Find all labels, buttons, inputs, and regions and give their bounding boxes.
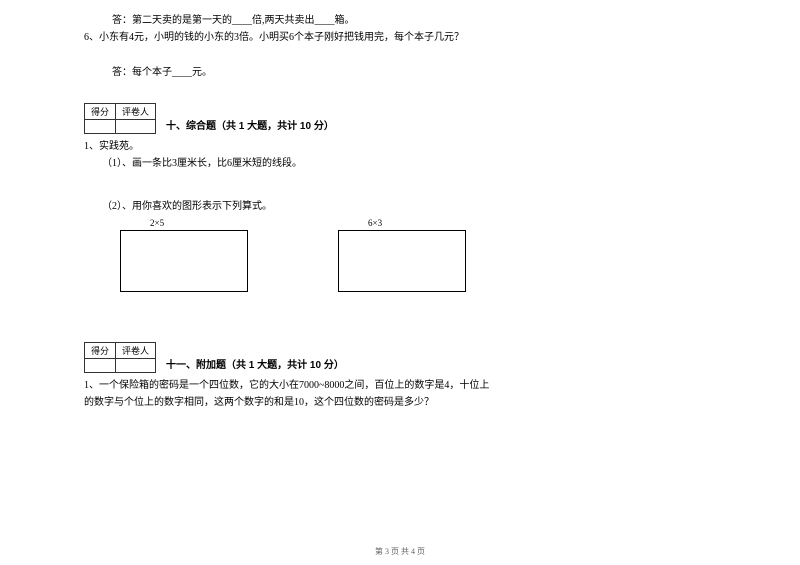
- score-box-10: 得分 评卷人: [84, 103, 156, 134]
- s10-q1: 1、实践苑。: [84, 138, 716, 155]
- shape-left-label: 2×5: [120, 218, 164, 228]
- grader-cell: [116, 120, 156, 134]
- score-header-right: 评卷人: [116, 104, 156, 120]
- score-box-11: 得分 评卷人: [84, 342, 156, 373]
- s11-q1-b: 的数字与个位上的数字相同，这两个数字的和是10，这个四位数的密码是多少？: [84, 394, 716, 411]
- shape-left-wrap: 2×5: [120, 218, 248, 292]
- grader-cell-11: [116, 359, 156, 373]
- shape-right-wrap: 6×3: [338, 218, 466, 292]
- s11-q1-a: 1、一个保险箱的密码是一个四位数，它的大小在7000~8000之间，百位上的数字…: [84, 377, 716, 394]
- section-10-header: 得分 评卷人 十、综合题（共 1 大题，共计 10 分）: [84, 81, 716, 134]
- shape-right-box: [338, 230, 466, 292]
- score-cell: [85, 120, 116, 134]
- shape-left-box: [120, 230, 248, 292]
- section-10-title: 十、综合题（共 1 大题，共计 10 分）: [166, 117, 334, 134]
- s10-q1-1: （1）、画一条比3厘米长，比6厘米短的线段。: [84, 155, 716, 172]
- score-header-right-11: 评卷人: [116, 343, 156, 359]
- score-header-left: 得分: [85, 104, 116, 120]
- exam-page: 答：第二天卖的是第一天的____倍,两天共卖出____箱。 6、小东有4元，小明…: [0, 0, 800, 565]
- shape-row: 2×5 6×3: [84, 218, 716, 292]
- score-header-left-11: 得分: [85, 343, 116, 359]
- page-footer: 第 3 页 共 4 页: [0, 546, 800, 557]
- s10-q1-2: （2）、用你喜欢的图形表示下列算式。: [84, 198, 716, 215]
- section-11-title: 十一、附加题（共 1 大题，共计 10 分）: [166, 356, 344, 373]
- score-cell-11: [85, 359, 116, 373]
- q6-answer-line: 答：每个本子____元。: [84, 64, 716, 81]
- shape-right-label: 6×3: [338, 218, 382, 228]
- q5-answer-line: 答：第二天卖的是第一天的____倍,两天共卖出____箱。: [84, 12, 716, 29]
- q6-text: 6、小东有4元，小明的钱的小东的3倍。小明买6个本子刚好把钱用完，每个本子几元？: [84, 29, 716, 46]
- section-11-header: 得分 评卷人 十一、附加题（共 1 大题，共计 10 分）: [84, 320, 716, 373]
